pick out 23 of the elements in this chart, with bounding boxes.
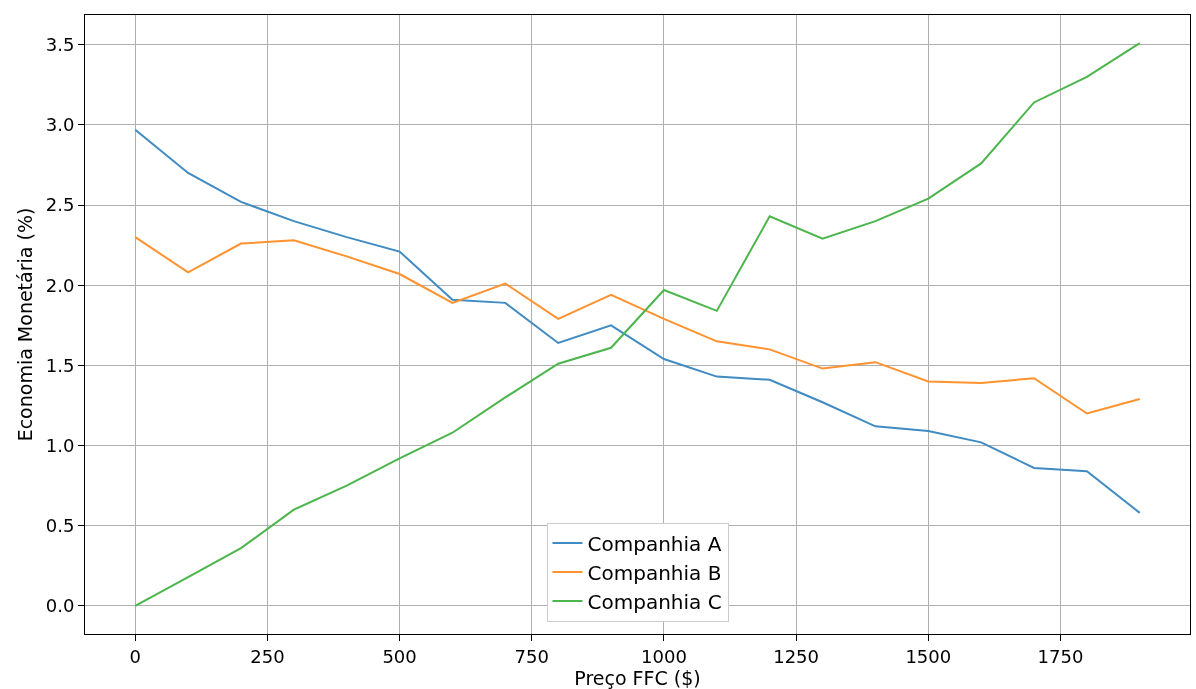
x-tick-label: 750 [514,645,549,667]
y-tick-label: 3.0 [45,114,75,136]
y-tick-label: 1.5 [45,354,75,376]
legend-label: Companhia A [587,531,722,556]
y-tick-label: 0.5 [45,515,75,536]
line-series [134,128,1141,514]
y-tick-label: 1.0 [45,434,75,456]
line-series [134,236,1141,415]
legend-label: Companhia C [587,589,722,614]
x-tick-label: 500 [382,645,417,667]
y-tick-label: 3.5 [45,34,75,56]
x-tick-label: 1000 [641,645,687,667]
x-tick-label: 250 [250,645,285,667]
y-tick-label: 2.0 [45,274,75,296]
x-tick-label: 0 [129,645,141,667]
x-tick-label: 1250 [773,645,820,667]
y-tick-label: 2.5 [45,194,75,216]
y-axis-title: Economia Monetária (%) [13,207,36,442]
x-tick-label: 1500 [905,645,952,667]
x-tick-label: 1750 [1037,645,1084,667]
y-tick-label: 0.0 [45,595,75,617]
x-axis-title: Preço FFC ($) [574,666,701,689]
legend-label: Companhia B [587,560,722,585]
